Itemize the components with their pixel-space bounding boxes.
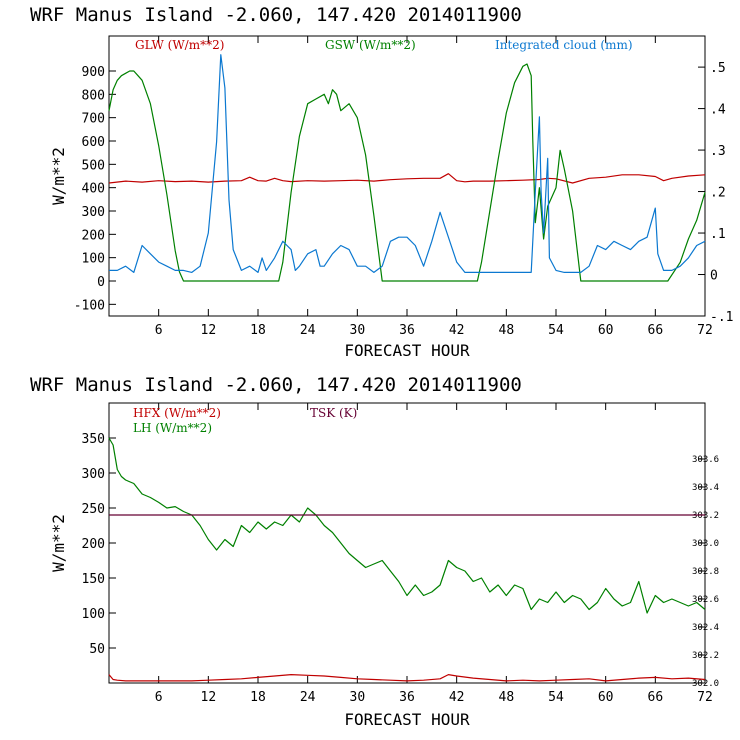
y-tick-label: 100 [82, 252, 105, 267]
x-tick-label: 66 [648, 690, 664, 705]
legend-hfx: HFX (W/m**2) [133, 406, 221, 420]
y2-tick-labels-2: 303.6 303.4 303.2 303.0 302.8 302.6 302.4 302.2… [692, 455, 719, 689]
x-tick-label: 12 [201, 690, 217, 705]
legend-lh: LH (W/m**2) [133, 421, 212, 435]
x-tick-label: 12 [201, 323, 217, 338]
x-axis-label-1: FORECAST HOUR [344, 341, 470, 360]
x-tick-label: 24 [300, 323, 316, 338]
y2-tick-label: 302.0 [692, 679, 719, 689]
series-line-glw [108, 173, 706, 184]
y-axis-label-2: W/m**2 [49, 514, 68, 572]
y-tick-label: 150 [82, 572, 105, 587]
x-tick-label: 30 [350, 323, 366, 338]
x-tick-label: 24 [300, 690, 316, 705]
series-line-hfx [108, 673, 706, 682]
y-tick-label: 100 [82, 607, 105, 622]
plot-frame-2 [108, 402, 706, 684]
y-tick-labels-2: 350 300 250 200 150 100 50 [82, 432, 116, 657]
y-tick-label: 300 [82, 205, 105, 220]
x-tick-label: 48 [499, 690, 515, 705]
y-tick-labels-1: 900 800 700 600 500 400 300 200 100 0 -100 [74, 65, 116, 313]
chart-title-1: WRF Manus Island -2.060, 147.420 2014011… [30, 4, 522, 26]
legend-gsw: GSW (W/m**2) [325, 38, 416, 52]
y-tick-label: 800 [82, 88, 105, 103]
y2-tick-label: 302.6 [692, 595, 719, 605]
x-tick-label: 72 [697, 323, 713, 338]
y-tick-label: 200 [82, 537, 105, 552]
y2-tick-label: -.1 [710, 310, 733, 325]
x-axis-label-2: FORECAST HOUR [344, 710, 470, 729]
y-tick-label: 50 [89, 642, 105, 657]
y2-tick-label: 303.0 [692, 539, 719, 549]
y-tick-label: 200 [82, 228, 105, 243]
legend-tsk: TSK (K) [310, 406, 357, 420]
x-tick-labels-2: 6 12 18 24 30 36 42 48 54 60 66 72 [155, 403, 713, 705]
series-line-integrated [109, 54, 706, 273]
y2-tick-label: .2 [710, 186, 726, 201]
y-tick-label: 0 [97, 275, 105, 290]
x-tick-label: 6 [155, 690, 163, 705]
x-tick-label: 42 [449, 690, 465, 705]
y-tick-label: 600 [82, 135, 105, 150]
x-tick-label: 60 [598, 323, 614, 338]
y2-tick-label: .4 [710, 103, 726, 118]
x-tick-label: 30 [350, 690, 366, 705]
series-line-gsw [108, 63, 706, 282]
series-group-1 [108, 54, 706, 282]
series-line-lh [108, 437, 706, 614]
series-group-2 [108, 437, 706, 682]
y2-tick-label: 303.6 [692, 455, 719, 465]
y-tick-label: 250 [82, 502, 105, 517]
x-tick-label: 60 [598, 690, 614, 705]
x-tick-label: 36 [399, 690, 415, 705]
y-axis-label-1: W/m**2 [49, 147, 68, 205]
x-tick-label: 18 [250, 323, 266, 338]
y2-tick-label: 302.4 [692, 623, 719, 633]
y2-tick-label: 302.8 [692, 567, 719, 577]
y2-tick-label: .3 [710, 144, 726, 159]
y2-tick-label: 302.2 [692, 651, 719, 661]
y2-tick-label: .5 [710, 61, 726, 76]
y-tick-label: 500 [82, 158, 105, 173]
y2-tick-label: 0 [710, 269, 718, 284]
x-tick-label: 72 [697, 690, 713, 705]
x-tick-label: 42 [449, 323, 465, 338]
x-tick-label: 66 [648, 323, 664, 338]
y-tick-label: -100 [74, 298, 105, 313]
y-tick-label: 350 [82, 432, 105, 447]
x-tick-label: 54 [548, 323, 564, 338]
y-tick-label: 700 [82, 112, 105, 127]
y-tick-label: 300 [82, 467, 105, 482]
x-tick-labels-1: 6 12 18 24 30 36 42 48 54 60 66 72 [155, 36, 713, 338]
y2-tick-label: 303.4 [692, 483, 719, 493]
y2-tick-labels-1: .5 .4 .3 .2 .1 0 -.1 [698, 61, 733, 325]
x-tick-label: 54 [548, 690, 564, 705]
y2-tick-label: .1 [710, 227, 726, 242]
y2-tick-label: 303.2 [692, 511, 719, 521]
x-tick-label: 36 [399, 323, 415, 338]
x-tick-label: 48 [499, 323, 515, 338]
chart-title-2: WRF Manus Island -2.060, 147.420 2014011… [30, 374, 522, 396]
legend-cloud: Integrated cloud (mm) [495, 38, 633, 52]
y-tick-label: 400 [82, 182, 105, 197]
x-tick-label: 18 [250, 690, 266, 705]
x-tick-label: 6 [155, 323, 163, 338]
legend-glw: GLW (W/m**2) [135, 38, 224, 52]
y-tick-label: 900 [82, 65, 105, 80]
